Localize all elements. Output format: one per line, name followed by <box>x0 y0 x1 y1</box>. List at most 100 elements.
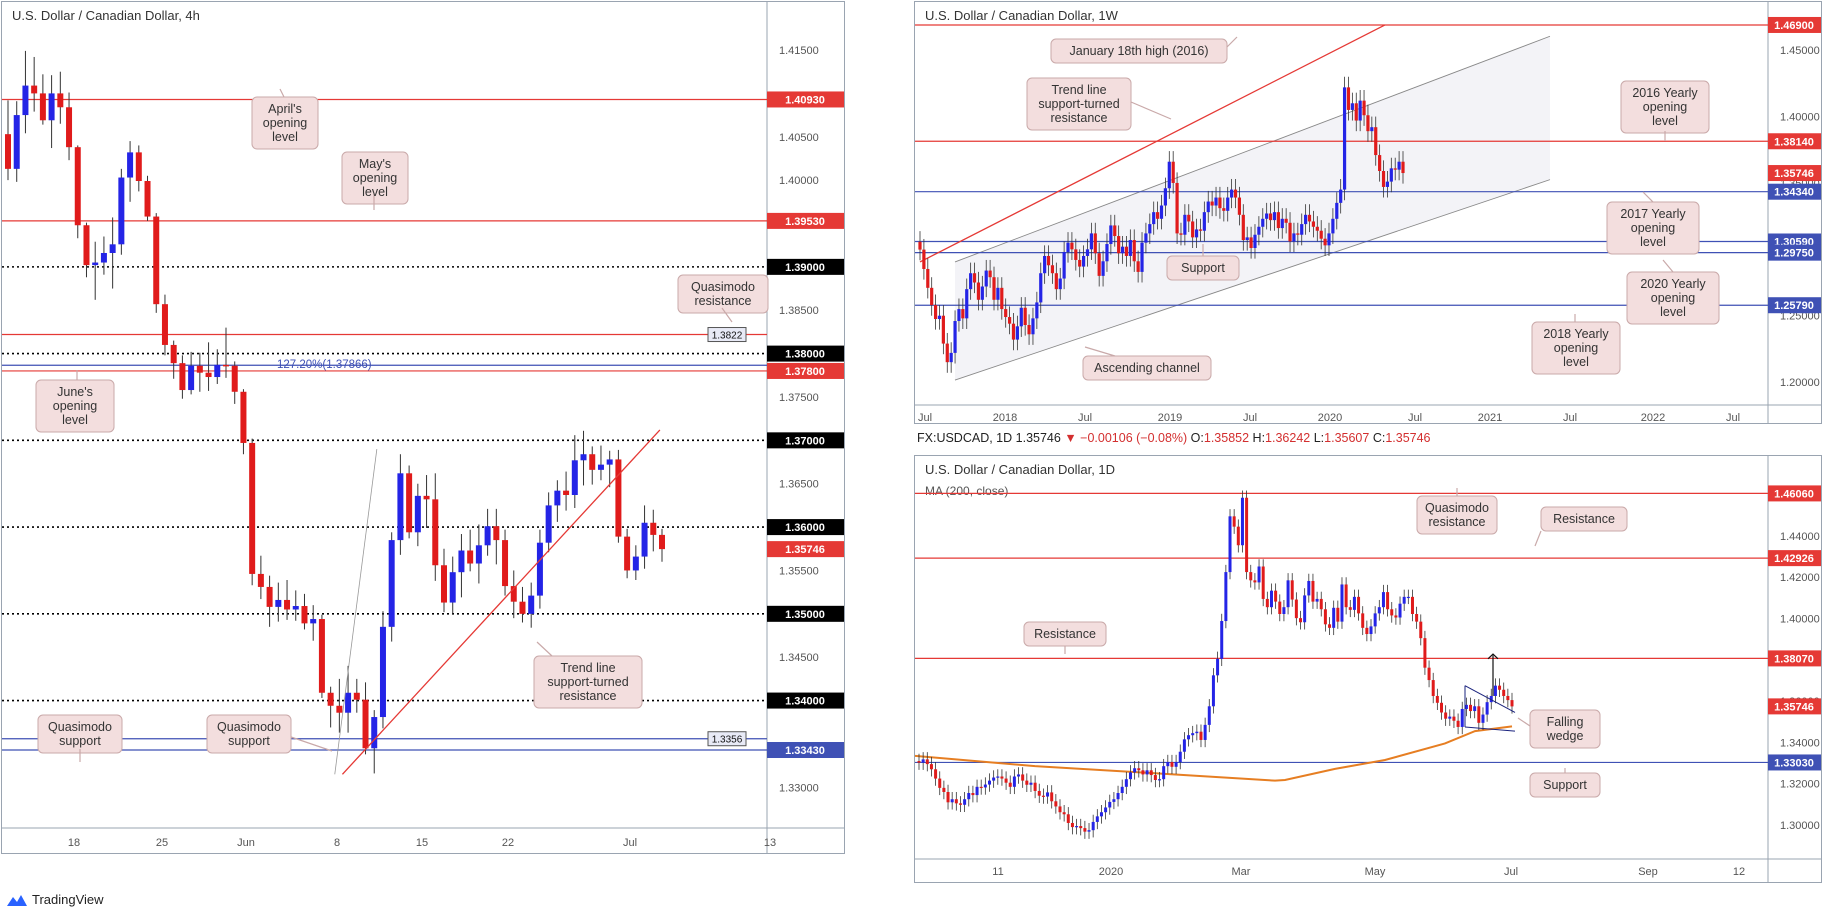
candle-body <box>659 534 665 550</box>
callout-2020-yearly-text: 2020 Yearly <box>1640 277 1706 291</box>
candle-body <box>950 799 954 803</box>
candle-body <box>1374 127 1378 156</box>
y-tick-label: 1.32000 <box>1780 779 1820 791</box>
candle-body <box>1058 278 1062 290</box>
chart-panel-d1[interactable]: U.S. Dollar / Canadian Dollar, 1D MA (20… <box>914 455 1822 883</box>
candle-body <box>1261 218 1265 227</box>
chart-svg-d1[interactable]: 1.440001.420001.400001.360001.340001.320… <box>915 456 1821 882</box>
chart-svg-w1[interactable]: 1.450001.400001.350001.300001.250001.200… <box>915 2 1821 423</box>
candle-body <box>1290 580 1294 600</box>
candle-body <box>983 784 987 788</box>
callout-support-d1: Support <box>1529 768 1601 798</box>
candle-body <box>949 352 953 363</box>
candle-body <box>1179 233 1183 235</box>
callout-mays-opening-text: level <box>362 185 388 199</box>
candle-body <box>39 93 46 121</box>
chart-panel-w1[interactable]: U.S. Dollar / Canadian Dollar, 1W 1.4500… <box>914 1 1822 424</box>
candle-body <box>1041 795 1045 797</box>
candle-body <box>536 542 543 596</box>
candle-body <box>1074 249 1078 260</box>
y-tick-label: 1.38500 <box>779 305 819 317</box>
candle-body <box>942 787 946 792</box>
candle-body <box>188 365 195 391</box>
infobar-low: 1.35607 <box>1324 431 1370 445</box>
candle-body <box>1332 607 1336 628</box>
candle-body <box>1062 251 1066 279</box>
candle-body <box>1393 168 1397 170</box>
candle-body <box>31 85 38 94</box>
candle-body <box>205 372 212 378</box>
price-tag-label: 1.37000 <box>785 435 825 447</box>
candle-body <box>1311 580 1315 602</box>
x-tick-label: 2020 <box>1099 866 1123 878</box>
candle-body <box>938 778 942 788</box>
candle-body <box>1133 768 1137 773</box>
candle-body <box>249 442 256 574</box>
chart-svg-h4[interactable]: 1.41500 1.40500 1.40000 1.39000 1.38500 1.380… <box>2 2 844 853</box>
candle-body <box>632 556 639 571</box>
y-tick-label: 1.42000 <box>1780 572 1820 584</box>
candle-body <box>963 799 967 805</box>
x-tick-label: Jul <box>1408 412 1422 423</box>
x-tick-label: 2018 <box>993 412 1017 423</box>
candle-body <box>953 321 957 353</box>
small-price-tag-label: 1.3356 <box>712 735 743 746</box>
small-price-tag-label: 1.3822 <box>712 331 743 342</box>
x-tick-label: Jul <box>1726 412 1740 423</box>
candle-body <box>1194 229 1199 238</box>
candle-body <box>1089 233 1093 250</box>
callout-quasimodo-support-1-text: support <box>228 734 270 748</box>
candle-body <box>109 244 116 253</box>
candle-body <box>1187 214 1191 222</box>
callout-support-d1-text: Support <box>1543 778 1587 792</box>
chart-panel-h4[interactable]: U.S. Dollar / Canadian Dollar, 4h 1.4150… <box>1 1 845 854</box>
x-tick-label: Sep <box>1638 866 1658 878</box>
candle-body <box>1237 197 1242 215</box>
candle-body <box>161 304 168 345</box>
y-tick-label: 1.34000 <box>1780 737 1820 749</box>
candle-body <box>1174 762 1178 767</box>
candle-body <box>1167 161 1171 189</box>
candle-body <box>1202 212 1206 231</box>
candle-body <box>397 473 404 541</box>
candle-body <box>1440 702 1444 713</box>
candle-body <box>971 793 975 796</box>
candle-body <box>1477 706 1481 723</box>
candle-body <box>1075 826 1079 828</box>
x-tick-label: 25 <box>156 837 168 849</box>
candle-body <box>327 692 334 706</box>
price-tag <box>1768 244 1821 261</box>
candle-body <box>545 505 552 543</box>
callout-ascending-channel-text: Ascending channel <box>1094 361 1200 375</box>
candle-body <box>563 490 570 495</box>
candle-body <box>1410 596 1414 614</box>
candle-body <box>1456 720 1460 727</box>
candle-body <box>5 134 11 169</box>
candle-body <box>1245 497 1249 573</box>
price-tag <box>767 432 844 449</box>
candle-body <box>1300 224 1304 235</box>
candle-body <box>987 780 991 785</box>
candle-body <box>1043 255 1047 274</box>
candle-body <box>1191 221 1195 238</box>
price-tag <box>767 91 844 108</box>
candle-body <box>1257 566 1261 583</box>
candle-body <box>1373 613 1377 627</box>
candle-body <box>1017 774 1021 777</box>
candle-body <box>1175 182 1179 234</box>
tradingview-logo[interactable]: TradingView <box>6 892 104 907</box>
candle-body <box>1120 786 1124 794</box>
candle-body <box>100 252 107 263</box>
callout-2018-yearly-text: opening <box>1554 341 1599 355</box>
candle-body <box>1232 516 1236 527</box>
candle-body <box>1025 780 1029 785</box>
candle-body <box>1294 599 1298 619</box>
candle-body <box>1278 601 1282 614</box>
callout-trendline-text: support-turned <box>547 675 628 689</box>
candle-body <box>1144 233 1148 243</box>
candle-body <box>933 305 938 320</box>
callout-2016-yearly-text: opening <box>1643 100 1688 114</box>
